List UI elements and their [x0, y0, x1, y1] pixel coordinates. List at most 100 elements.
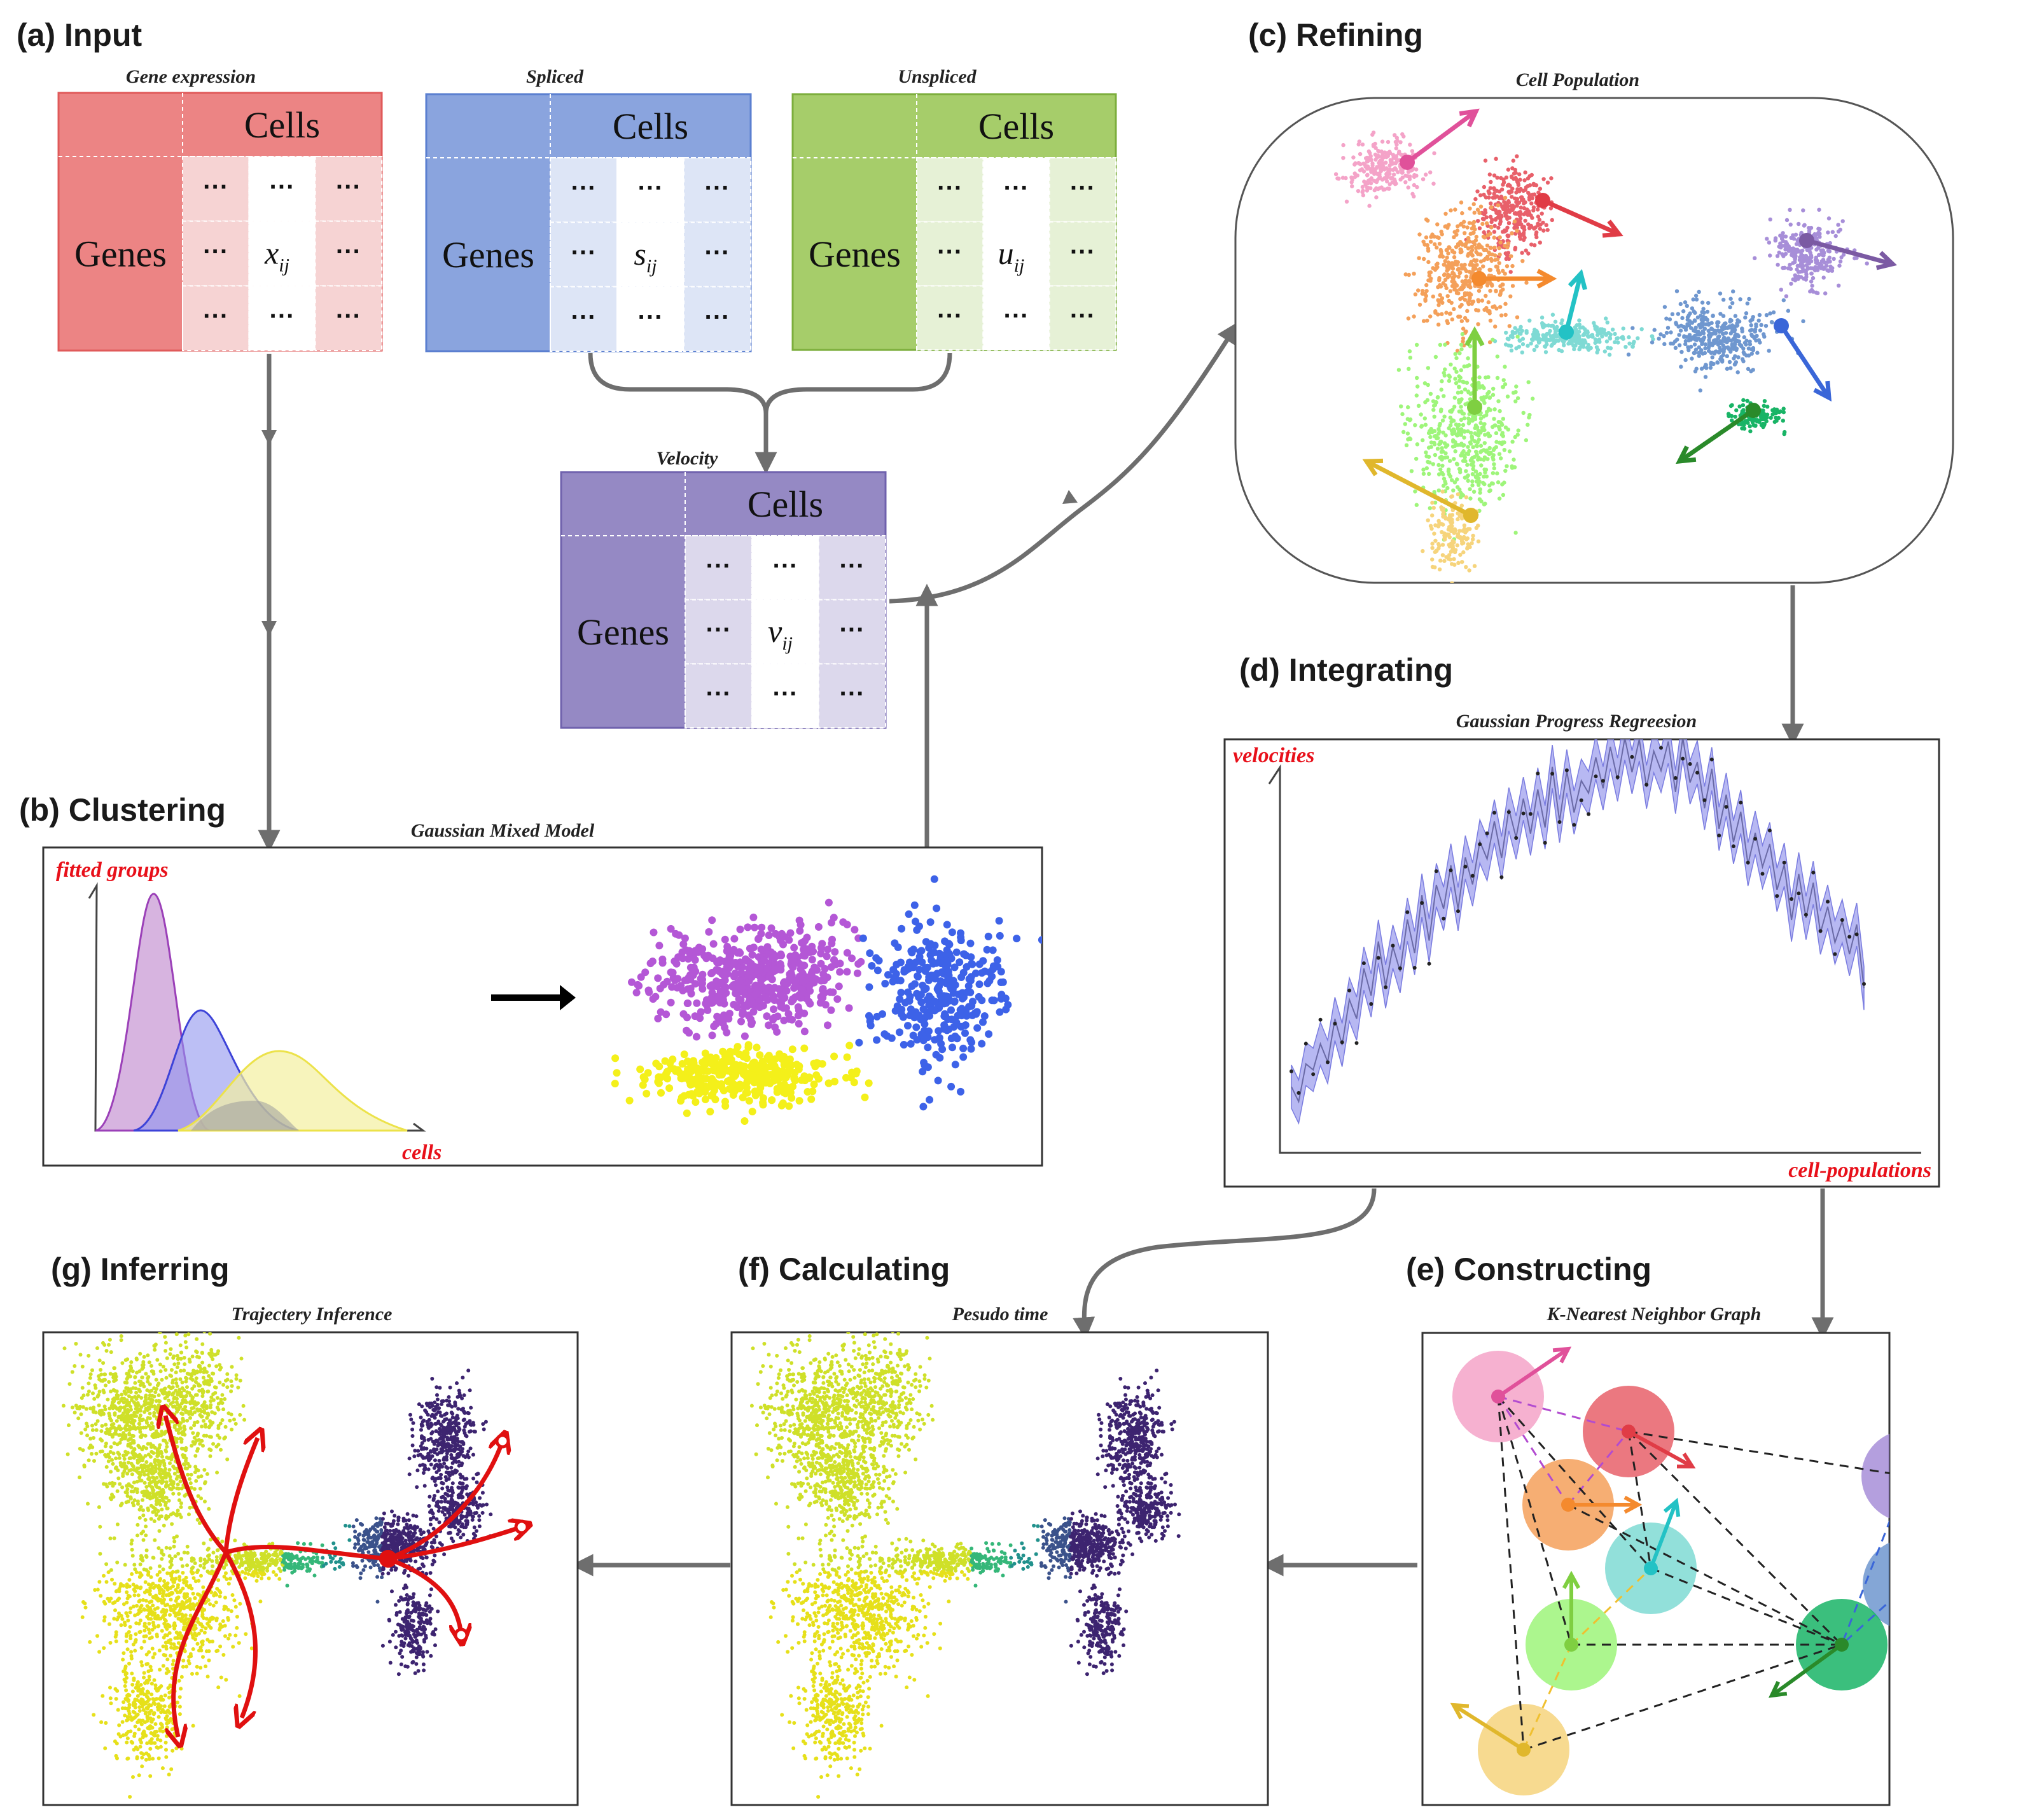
- cell-orange: [1463, 262, 1467, 267]
- cell-steel: [1699, 337, 1704, 342]
- panel-g-label: (g) Inferring: [51, 1251, 230, 1287]
- cell-orange: [1431, 266, 1435, 270]
- cell-pink: [1361, 162, 1366, 166]
- cell-orange: [1463, 298, 1468, 302]
- gmm-point-yellow: [662, 1070, 670, 1078]
- pseudotime-cell: [774, 1502, 778, 1506]
- cell-orange: [1413, 292, 1418, 296]
- gmm-point-blue: [907, 1040, 915, 1048]
- cell-red: [1536, 207, 1540, 212]
- cell-red: [1537, 218, 1542, 222]
- cell-lavender: [1838, 259, 1843, 264]
- pseudotime-cell: [877, 1426, 882, 1430]
- cell-emerald: [1733, 414, 1737, 419]
- pseudotime-cell: [859, 1381, 863, 1385]
- pseudotime-cell: [879, 1386, 883, 1391]
- cell-cyan: [1548, 328, 1552, 333]
- cell-green: [1407, 349, 1412, 354]
- cell-orange: [1438, 293, 1442, 297]
- cell-green: [1475, 452, 1479, 457]
- pseudotime-cell: [845, 1398, 849, 1403]
- cell-red: [1530, 196, 1534, 200]
- gmm-point-blue: [889, 977, 897, 986]
- gmm-point-yellow: [641, 1075, 649, 1084]
- gmm-point-yellow: [745, 1097, 753, 1105]
- cell-lavender: [1791, 237, 1797, 241]
- cell-cyan: [1578, 325, 1583, 330]
- cell-red: [1473, 197, 1478, 202]
- cell-green: [1451, 488, 1456, 492]
- gmm-point-blue: [859, 934, 867, 942]
- matrix-cell: [751, 663, 819, 729]
- gmm-point-yellow: [739, 1052, 747, 1061]
- cell-green: [1473, 423, 1478, 428]
- pseudotime-cell: [801, 1366, 805, 1370]
- cell-orange: [1485, 243, 1490, 248]
- cell-red: [1489, 179, 1493, 185]
- cell-green: [1477, 375, 1482, 380]
- cell-red: [1534, 230, 1539, 235]
- cell-red: [1484, 195, 1489, 200]
- cell-orange: [1433, 309, 1438, 314]
- cell-cyan: [1607, 352, 1612, 357]
- gpr-observation: [1644, 783, 1649, 787]
- gmm-point-yellow: [773, 1088, 781, 1096]
- gmm-point-yellow: [721, 1102, 730, 1110]
- cell-pink: [1368, 186, 1373, 190]
- cell-green: [1436, 427, 1441, 431]
- pseudotime-cell: [761, 1364, 765, 1368]
- cell-red: [1517, 172, 1522, 177]
- gmm-point-purple: [739, 1010, 747, 1019]
- cell-orange: [1489, 205, 1494, 209]
- gmm-point-yellow: [861, 1093, 869, 1101]
- gmm-point-purple: [752, 981, 760, 989]
- cell-yellow: [1452, 557, 1456, 561]
- pseudotime-cell: [884, 1355, 887, 1359]
- cell-orange: [1439, 297, 1444, 302]
- cell-cyan: [1524, 330, 1529, 335]
- cell-red: [1489, 220, 1494, 225]
- pseudotime-cell: [803, 1407, 807, 1411]
- cell-yellow: [1430, 500, 1435, 505]
- cell-yellow: [1430, 513, 1435, 518]
- pseudotime-cell: [848, 1418, 852, 1422]
- gmm-point-yellow: [713, 1080, 721, 1088]
- cell-cyan: [1650, 334, 1654, 338]
- cell-pink: [1386, 169, 1391, 173]
- cell-green: [1455, 462, 1459, 467]
- pseudotime-cell: [792, 1423, 796, 1427]
- cell-red: [1529, 242, 1534, 247]
- cell-green: [1415, 375, 1419, 380]
- gmm-point-yellow: [680, 1092, 688, 1100]
- cell-steel: [1697, 345, 1701, 350]
- cell-green: [1436, 431, 1441, 436]
- cell-orange: [1449, 208, 1453, 213]
- pseudotime-cell: [861, 1362, 865, 1367]
- gmm-point-purple: [791, 981, 800, 989]
- gmm-point-yellow: [807, 1095, 816, 1103]
- cell-orange: [1460, 211, 1464, 216]
- cell-steel: [1746, 353, 1751, 358]
- cell-yellow: [1458, 552, 1463, 557]
- gmm-point-blue: [872, 954, 880, 962]
- calculating-title: Pesudo time: [952, 1304, 1048, 1325]
- gmm-point-blue: [978, 1040, 986, 1048]
- cell-red: [1515, 154, 1519, 158]
- pseudotime-cell: [870, 1356, 875, 1360]
- pseudotime-cell: [854, 1326, 858, 1330]
- gmm-point-purple: [800, 961, 809, 970]
- gpr-observation: [1456, 909, 1460, 914]
- gmm-point-purple: [828, 935, 836, 944]
- cell-red: [1523, 218, 1527, 223]
- pseudotime-cell: [822, 1386, 826, 1391]
- pseudotime-cell: [770, 1463, 775, 1468]
- pseudotime-cell: [867, 1426, 871, 1430]
- gmm-point-purple: [748, 951, 756, 959]
- pseudotime-cell: [904, 1433, 908, 1438]
- cell-lavender: [1798, 255, 1802, 260]
- cell-green: [1407, 436, 1412, 441]
- cell-orange: [1426, 218, 1430, 223]
- cell-green: [1500, 431, 1505, 435]
- gmm-point-yellow: [644, 1069, 652, 1077]
- cell-green: [1457, 398, 1461, 403]
